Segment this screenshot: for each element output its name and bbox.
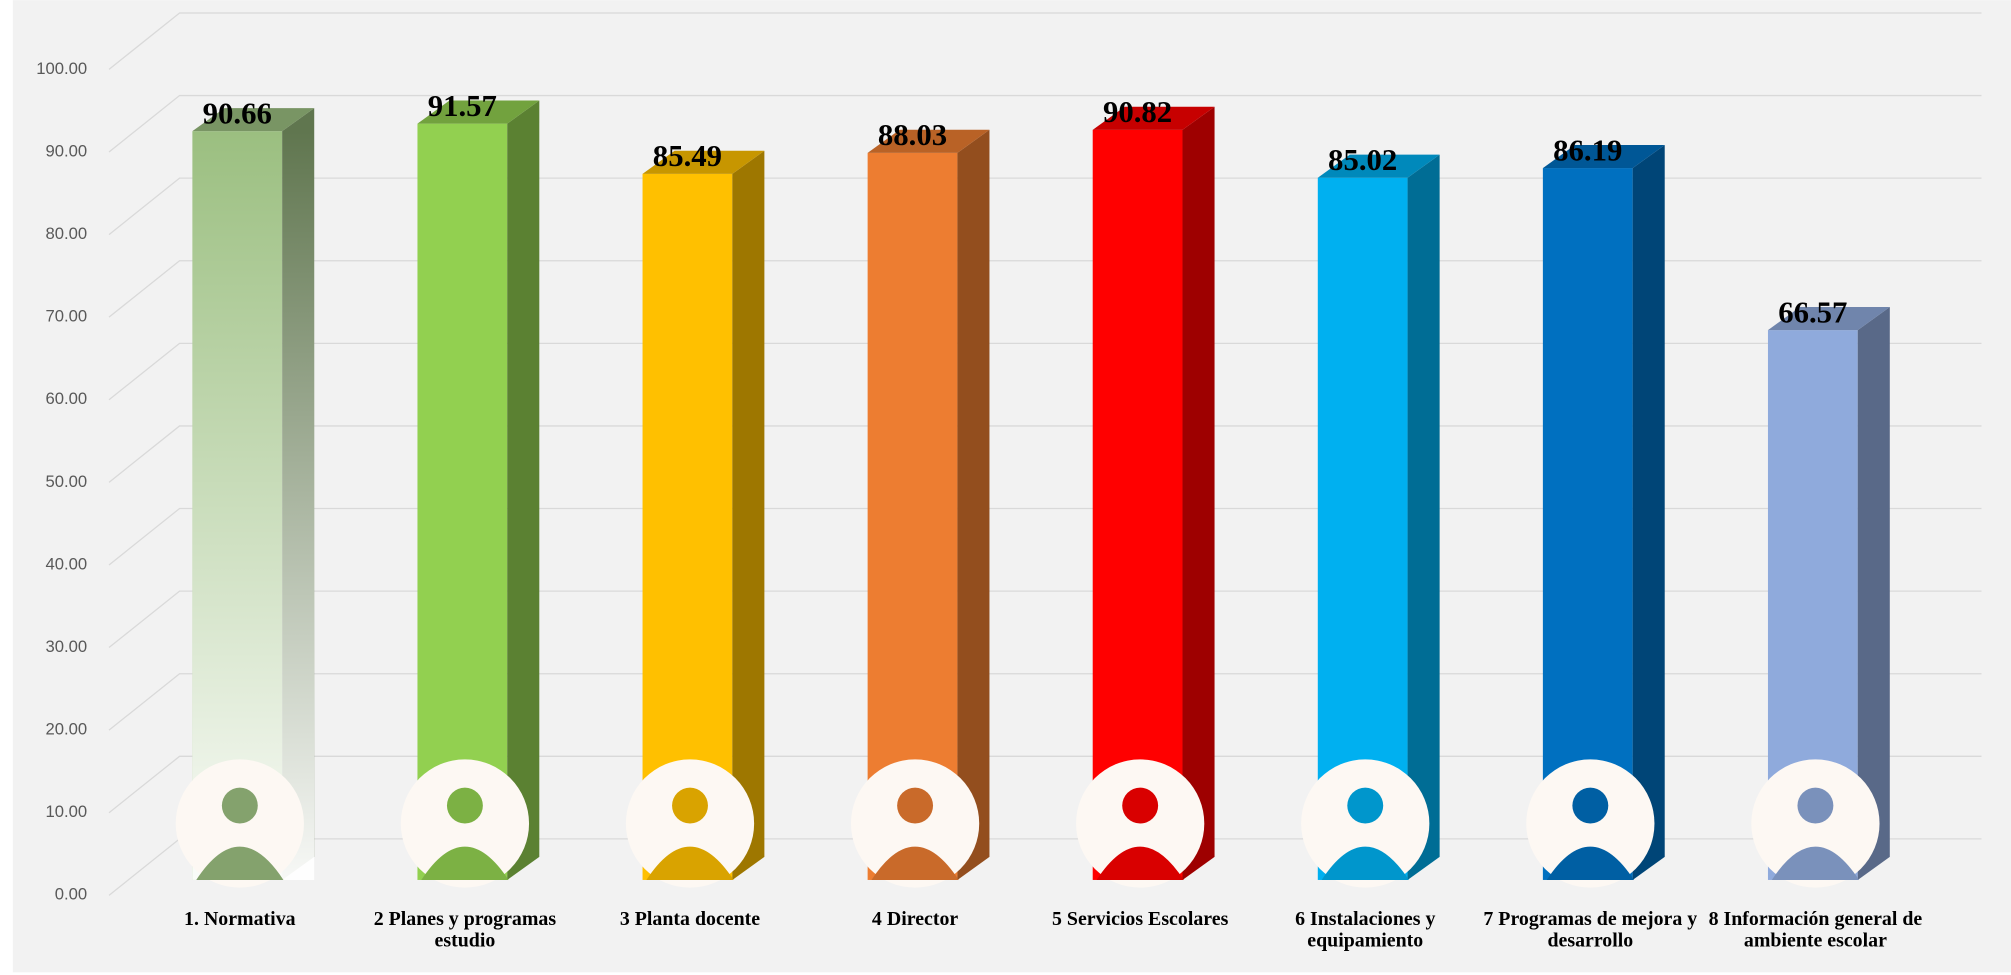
bar: [1317, 154, 1440, 880]
y-tick-label: 70.00: [46, 307, 88, 326]
value-label: 90.82: [1103, 95, 1172, 129]
bar: [1092, 106, 1215, 880]
icon-shape: [1321, 846, 1409, 880]
x-label-box: 6 Instalaciones y equipamiento: [1295, 908, 1436, 952]
y-tick-label: 80.00: [46, 224, 88, 243]
x-label-box: 7 Programas de mejora y desarrollo: [1483, 908, 1698, 952]
grid-line: [108, 12, 1982, 70]
plot-background: [12, 0, 2011, 973]
bar-side: [1857, 307, 1890, 880]
value-label: 66.57: [1778, 295, 1847, 329]
bar-side: [1632, 144, 1665, 880]
bar-top: [1542, 144, 1665, 169]
bar-side: [732, 150, 765, 880]
icon-shape: [1347, 787, 1384, 824]
grid-line: [108, 94, 1982, 153]
value-label: 88.03: [878, 118, 947, 152]
x-label-box: 8 Información general de ambiente escola…: [1708, 908, 1923, 952]
x-tick-label: 8 Información general de ambiente escola…: [1708, 908, 1923, 952]
icon-shape: [1546, 846, 1634, 880]
icon-shape: [196, 846, 284, 880]
icon-shape: [221, 787, 258, 824]
x-label-box: 4 Director: [871, 908, 959, 930]
value-label: 90.66: [203, 96, 272, 130]
icon-shape: [646, 846, 734, 880]
icon-shape: [897, 787, 934, 824]
value-label: 86.19: [1553, 133, 1622, 167]
x-tick-label: 4 Director: [871, 908, 959, 930]
x-tick-label: 2 Planes y programas estudio: [373, 908, 557, 952]
x-label-box: 1. Normativa: [184, 908, 296, 930]
x-tick-label: 7 Programas de mejora y desarrollo: [1483, 908, 1698, 952]
bar-top: [642, 150, 765, 174]
bar: [867, 129, 990, 880]
icon-shape: [446, 787, 483, 824]
value-label: 91.57: [428, 89, 497, 123]
bar-front: [417, 123, 508, 880]
icon-shape: [1771, 846, 1860, 880]
icon-shape: [1096, 846, 1184, 880]
bar-fade: [192, 131, 315, 880]
x-label-box: 3 Planta docente: [619, 908, 761, 930]
bar-top: [867, 129, 990, 153]
bar-side: [1407, 154, 1440, 880]
y-tick-label: 100.00: [36, 59, 87, 78]
bar-top: [1767, 307, 1890, 331]
bar-front: [1092, 129, 1183, 880]
x-label-box: 2 Planes y programas estudio: [373, 908, 557, 952]
bar-top: [192, 108, 315, 132]
x-label-box: 5 Servicios Escolares: [1051, 908, 1229, 930]
y-tick-label: 90.00: [46, 141, 88, 160]
bar: [642, 150, 765, 880]
icon-shape: [421, 846, 509, 880]
bar-side: [1182, 106, 1215, 880]
bar-side: [507, 100, 540, 880]
y-tick-label: 50.00: [46, 472, 88, 491]
x-tick-label: 5 Servicios Escolares: [1051, 908, 1229, 930]
bar-side: [957, 129, 990, 880]
icon-shape: [1572, 787, 1609, 824]
bar-front: [867, 152, 958, 880]
icon-shape: [672, 787, 708, 824]
bar-top: [1092, 106, 1215, 130]
x-tick-label: 1. Normativa: [184, 908, 296, 930]
y-tick-label: 40.00: [46, 554, 88, 573]
icon-shape: [1797, 787, 1834, 824]
bar: [417, 100, 540, 880]
icon-badge: [1076, 759, 1205, 888]
y-tick-label: 10.00: [46, 802, 88, 821]
value-label: 85.49: [653, 139, 722, 173]
x-tick-label: 3 Planta docente: [619, 908, 761, 930]
bar: [192, 108, 315, 880]
bar-top: [417, 100, 540, 124]
y-tick-label: 0.00: [55, 885, 87, 904]
y-tick-label: 20.00: [46, 720, 88, 739]
x-tick-label: 6 Instalaciones y equipamiento: [1295, 908, 1436, 952]
bar-top: [1317, 154, 1440, 178]
icon-shape: [1122, 787, 1159, 824]
value-label: 85.02: [1328, 143, 1397, 177]
icon-shape: [871, 846, 959, 880]
y-tick-label: 30.00: [46, 637, 88, 656]
y-tick-label: 60.00: [46, 389, 88, 408]
